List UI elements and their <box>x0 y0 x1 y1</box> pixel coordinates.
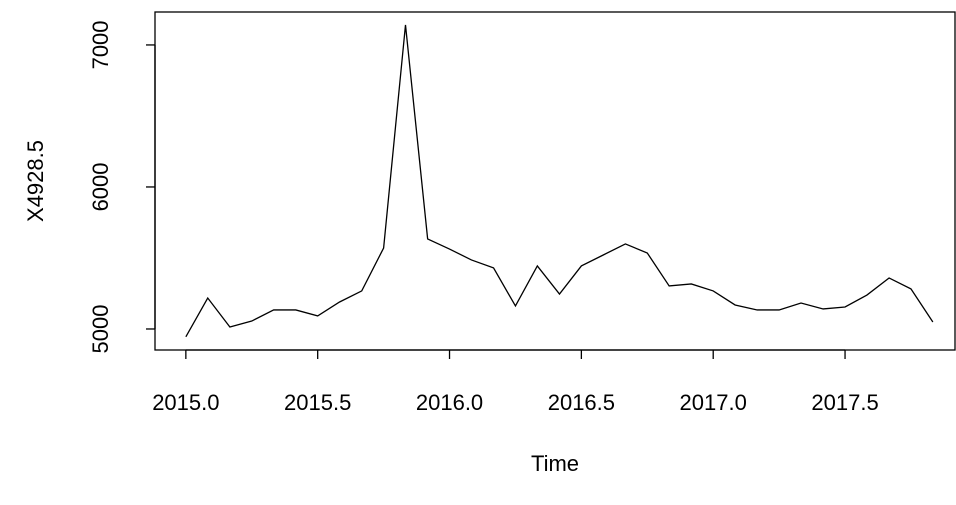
x-tick-label: 2015.5 <box>284 390 351 415</box>
y-axis-label: X4928.5 <box>23 140 48 222</box>
x-tick-label: 2015.0 <box>152 390 219 415</box>
y-tick-label: 6000 <box>88 162 113 211</box>
x-tick-label: 2016.5 <box>548 390 615 415</box>
x-tick-label: 2017.0 <box>680 390 747 415</box>
y-tick-label: 5000 <box>88 305 113 354</box>
plot-frame <box>154 11 956 351</box>
data-line <box>185 24 934 338</box>
x-tick-label: 2016.0 <box>416 390 483 415</box>
x-tick-label: 2017.5 <box>811 390 878 415</box>
x-axis-label: Time <box>531 451 579 476</box>
y-tick-label: 7000 <box>88 20 113 69</box>
